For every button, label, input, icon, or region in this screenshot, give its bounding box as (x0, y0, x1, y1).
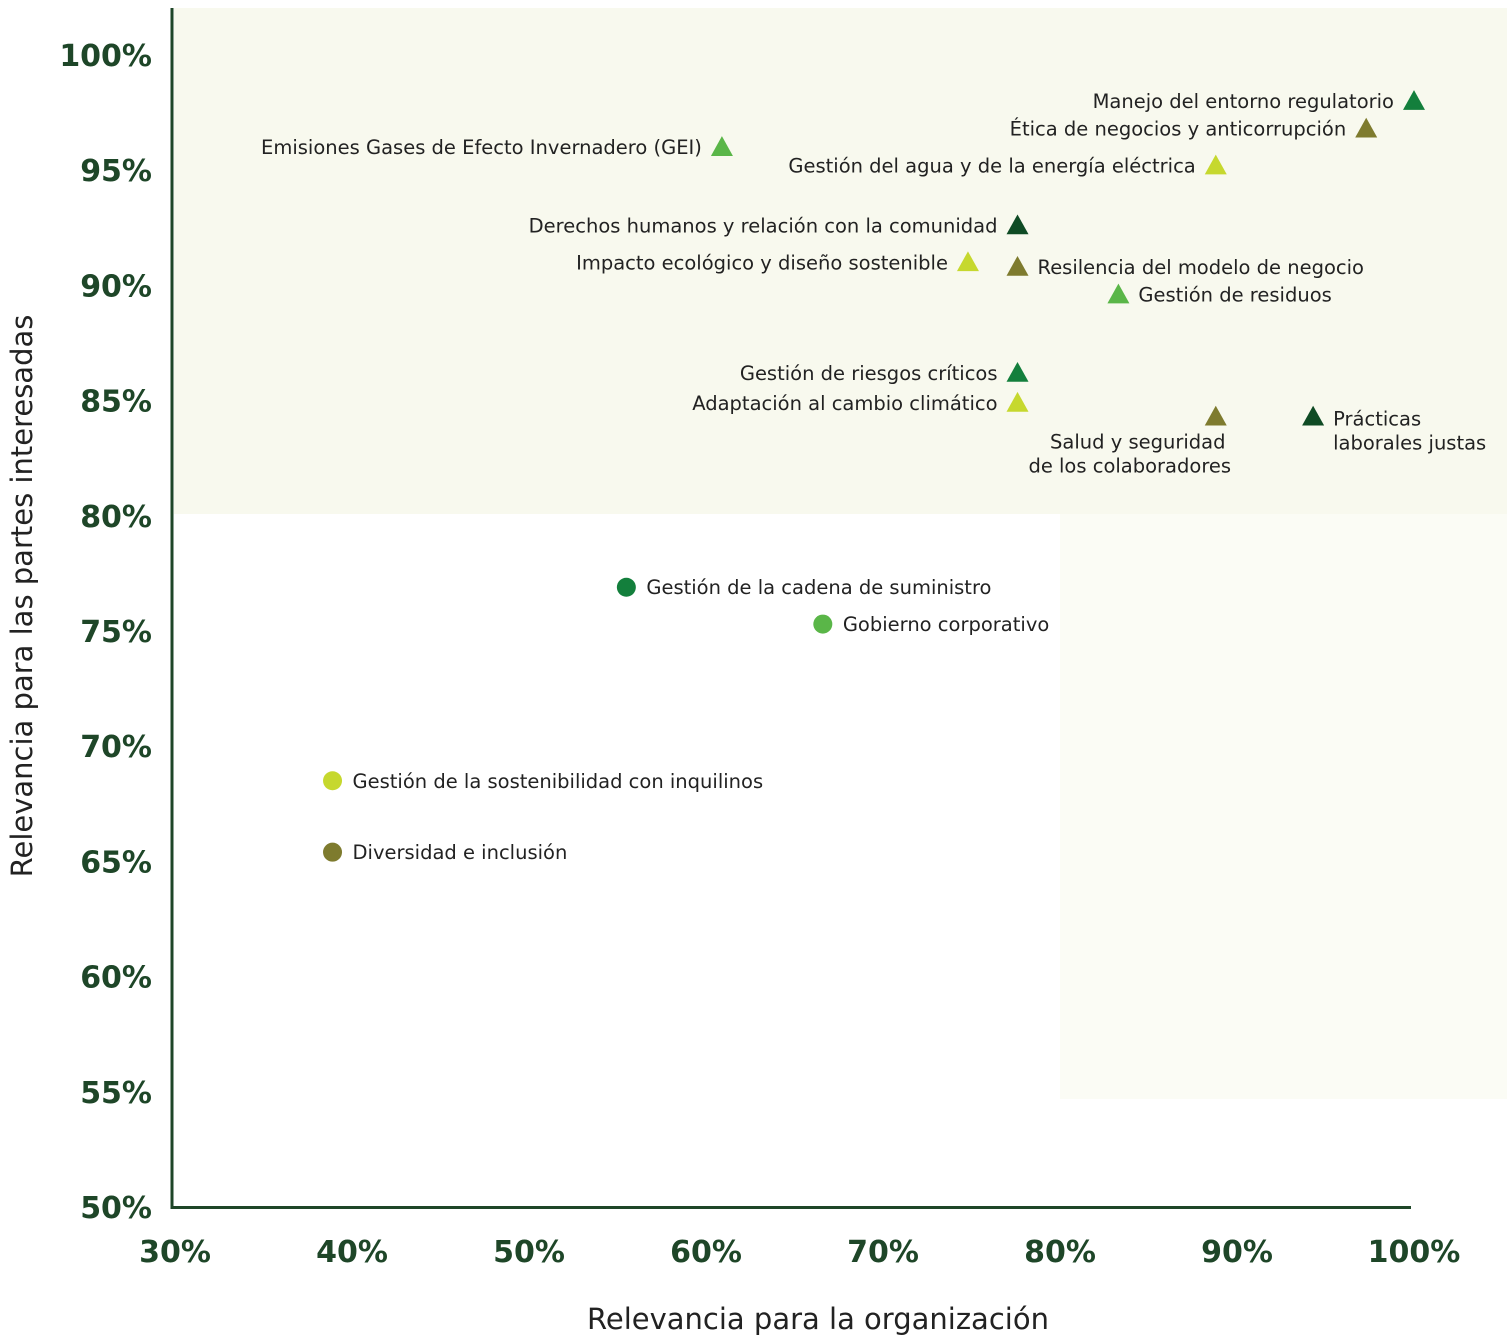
point-label: Diversidad e inclusión (353, 841, 568, 864)
circle-marker (323, 842, 343, 862)
triangle-marker (1204, 405, 1227, 426)
point-label: Salud y seguridad de los colaboradores (1028, 431, 1231, 478)
point-label-line: Salud y seguridad (1050, 431, 1225, 454)
triangle-marker (1006, 214, 1029, 235)
point-label-line: Gestión del agua y de la energía eléctri… (788, 155, 1195, 178)
triangle-marker (1006, 391, 1029, 412)
point-label-line: Ética de negocios y anticorrupción (1010, 118, 1347, 141)
x-tick-label: 60% (670, 1235, 742, 1270)
point-label: Gestión de la sostenibilidad con inquili… (353, 770, 764, 793)
point-label-line: de los colaboradores (1028, 455, 1231, 478)
triangle-marker (1006, 361, 1029, 382)
point-label-line: Gestión de residuos (1138, 284, 1331, 307)
point-label-line: Resilencia del modelo de negocio (1038, 256, 1364, 279)
point-label: Gestión del agua y de la energía eléctri… (788, 155, 1195, 178)
point-label: Emisiones Gases de Efecto Invernadero (G… (261, 136, 702, 159)
highlight-top-zone (174, 8, 1507, 514)
circle-marker (616, 577, 636, 597)
y-tick-label: 55% (80, 1076, 152, 1111)
triangle-marker (1107, 283, 1130, 304)
y-tick-label: 90% (80, 269, 152, 304)
y-tick-label: 50% (80, 1191, 152, 1226)
point-label-line: Diversidad e inclusión (353, 841, 568, 864)
circle-marker (813, 614, 833, 634)
x-tick-label: 80% (1024, 1235, 1096, 1270)
x-tick-label: 50% (493, 1235, 565, 1270)
point-label-line: Impacto ecológico y diseño sostenible (576, 251, 948, 274)
triangle-marker (710, 136, 733, 156)
y-axis-title: Relevancia para las partes interesadas (5, 315, 39, 878)
point-label-line: Manejo del entorno regulatorio (1093, 90, 1394, 113)
y-tick-label: 80% (80, 500, 152, 535)
point-label: Derechos humanos y relación con la comun… (529, 214, 998, 237)
x-tick-label: 90% (1201, 1235, 1273, 1270)
point-label: Gestión de riesgos críticos (740, 362, 998, 385)
point-label: Impacto ecológico y diseño sostenible (576, 251, 948, 274)
triangle-marker (1355, 117, 1378, 138)
x-tick-label: 70% (847, 1235, 919, 1270)
point-label-line: Emisiones Gases de Efecto Invernadero (G… (261, 136, 702, 159)
point-label-line: Derechos humanos y relación con la comun… (529, 214, 998, 237)
x-tick-label: 30% (139, 1235, 211, 1270)
y-tick-label: 75% (80, 615, 152, 650)
triangle-marker (956, 251, 979, 272)
point-label: Adaptación al cambio climático (692, 392, 997, 415)
y-tick-label: 85% (80, 385, 152, 420)
point-label-line: Prácticas (1333, 408, 1421, 431)
triangle-marker (1403, 90, 1425, 110)
point-label-line: Gobierno corporativo (843, 613, 1049, 636)
y-tick-label: 100% (59, 39, 152, 74)
y-tick-label: 70% (80, 730, 152, 765)
triangle-marker (1302, 405, 1325, 426)
point-label: Resilencia del modelo de negocio (1038, 256, 1364, 279)
point-label-line: laborales justas (1333, 432, 1486, 455)
point-label-line: Gestión de la cadena de suministro (646, 576, 991, 599)
point-label-line: Adaptación al cambio climático (692, 392, 997, 415)
triangle-marker (1006, 255, 1029, 276)
circle-marker (323, 771, 343, 791)
point-label: Prácticas laborales justas (1333, 408, 1486, 455)
x-axis-title: Relevancia para la organización (587, 1302, 1049, 1336)
x-tick-label: 40% (316, 1235, 388, 1270)
point-label-line: Gestión de riesgos críticos (740, 362, 998, 385)
point-label: Manejo del entorno regulatorio (1093, 90, 1394, 113)
y-tick-label: 60% (80, 961, 152, 996)
triangle-marker (1204, 154, 1227, 175)
point-label: Gobierno corporativo (843, 613, 1049, 636)
point-label-line: Gestión de la sostenibilidad con inquili… (353, 770, 764, 793)
point-label: Gestión de residuos (1138, 284, 1331, 307)
y-tick-label: 95% (80, 154, 152, 189)
x-tick-label: 100% (1368, 1235, 1461, 1270)
point-label: Ética de negocios y anticorrupción (1010, 118, 1347, 141)
y-tick-label: 65% (80, 845, 152, 880)
point-label: Gestión de la cadena de suministro (646, 576, 991, 599)
highlight-right-zone (1060, 514, 1507, 1099)
